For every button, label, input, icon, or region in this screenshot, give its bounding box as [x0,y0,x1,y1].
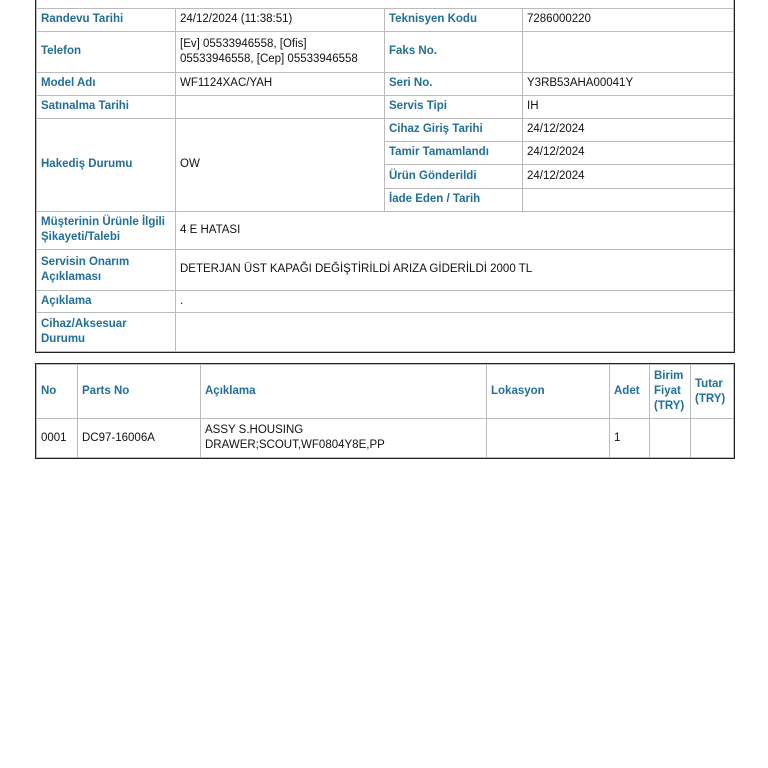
row-gonderildi: Ürün Gönderildi 24/12/2024 [37,163,734,189]
teknisyen-label: Teknisyen Kodu [384,7,523,32]
header-aciklama: Açıklama [200,364,487,419]
header-tutar: Tutar (TRY) [690,364,734,419]
cihaz-label: Cihaz/Aksesuar Durumu [36,311,176,352]
randevu-label: Randevu Tarihi [36,7,176,32]
hakedis-value: OW [175,117,385,212]
cell-aciklama: ASSY S.HOUSING DRAWER;SCOUT,WF0804Y8E,PP [200,418,487,458]
service-info-table: Randevu Tarihi 24/12/2024 (11:38:51) Tek… [35,0,735,353]
giris-label: Cihaz Giriş Tarihi [384,117,523,142]
tamir-value: 24/12/2024 [522,140,734,165]
row-hakedis: Hakediş Durumu OW Cihaz Giriş Tarihi 24/… [36,117,734,212]
header-no: No [36,364,78,419]
gonderildi-label: Ürün Gönderildi [384,163,523,189]
servis-tipi-value: IH [522,94,734,119]
cell-no: 0001 [36,418,78,458]
gonderildi-value: 24/12/2024 [522,163,734,189]
sikayet-label: Müşterinin Ürünle İlgili Şikayeti/Talebi [36,210,176,250]
model-value: WF1124XAC/YAH [175,71,385,96]
teknisyen-value: 7286000220 [522,7,734,32]
iade-label: İade Eden / Tarih [384,187,523,212]
seri-value: Y3RB53AHA00041Y [522,71,734,96]
cell-birim-fiyat [649,418,691,458]
telefon-value: [Ev] 05533946558, [Ofis] 05533946558, [C… [175,30,385,73]
row-telefon: Telefon [Ev] 05533946558, [Ofis] 0553394… [36,30,734,73]
aciklama-label: Açıklama [36,289,176,313]
row-randevu: Randevu Tarihi 24/12/2024 (11:38:51) Tek… [36,7,734,32]
row-onarim: Servisin Onarım Açıklaması DETERJAN ÜST … [36,248,734,291]
clipped-row [36,0,734,9]
sikayet-value: 4 E HATASI [175,210,734,250]
parts-header-row: No Parts No Açıklama Lokasyon Adet Birim… [36,364,734,419]
faks-value [522,30,734,73]
table-row: 0001 DC97-16006A ASSY S.HOUSING DRAWER;S… [36,418,734,458]
seri-label: Seri No. [384,71,523,96]
row-cihaz: Cihaz/Aksesuar Durumu [36,311,734,352]
cell-parts-no: DC97-16006A [77,418,201,458]
row-iade: İade Eden / Tarih [37,187,734,212]
randevu-value: 24/12/2024 (11:38:51) [175,7,385,32]
hakedis-label: Hakediş Durumu [36,117,176,212]
model-label: Model Adı [36,71,176,96]
faks-label: Faks No. [384,30,523,73]
cihaz-value [175,311,734,352]
onarim-label: Servisin Onarım Açıklaması [36,248,176,291]
telefon-label: Telefon [36,30,176,73]
row-satinalma: Satınalma Tarihi Servis Tipi IH [36,94,734,119]
row-sikayet: Müşterinin Ürünle İlgili Şikayeti/Talebi… [36,210,734,250]
onarim-value: DETERJAN ÜST KAPAĞI DEĞİŞTİRİLDİ ARIZA G… [175,248,734,291]
header-birim-fiyat: Birim Fiyat (TRY) [649,364,691,419]
parts-table: No Parts No Açıklama Lokasyon Adet Birim… [35,363,735,459]
servis-tipi-label: Servis Tipi [384,94,523,119]
row-tamir: Tamir Tamamlandı 24/12/2024 [37,140,734,165]
cell-adet: 1 [609,418,650,458]
satinalma-value [175,94,385,119]
row-model: Model Adı WF1124XAC/YAH Seri No. Y3RB53A… [36,71,734,96]
cell-lokasyon [486,418,610,458]
row-aciklama: Açıklama . [36,289,734,313]
iade-value [522,187,734,212]
tamir-label: Tamir Tamamlandı [384,140,523,165]
aciklama-value: . [175,289,734,313]
header-lokasyon: Lokasyon [486,364,610,419]
header-adet: Adet [609,364,650,419]
satinalma-label: Satınalma Tarihi [36,94,176,119]
giris-value: 24/12/2024 [522,117,734,142]
header-parts-no: Parts No [77,364,201,419]
cell-tutar [690,418,734,458]
